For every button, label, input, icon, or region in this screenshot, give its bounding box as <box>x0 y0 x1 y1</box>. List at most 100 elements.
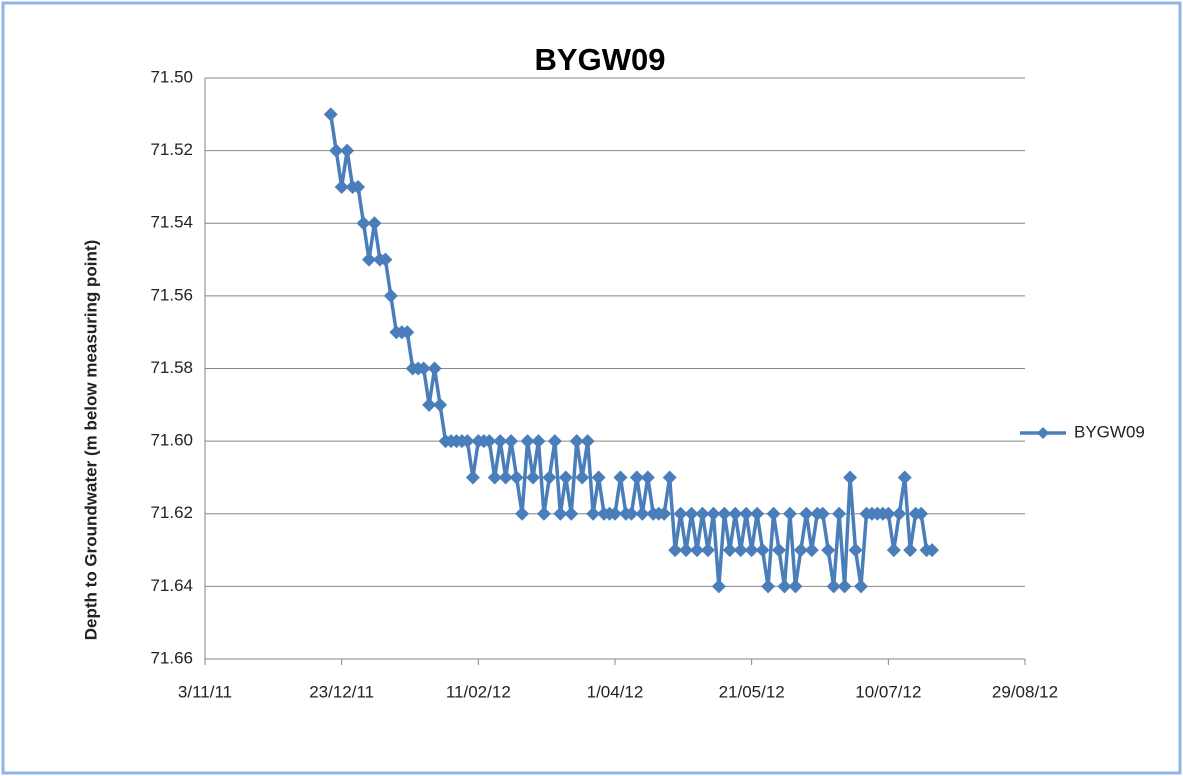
marker <box>624 506 639 521</box>
marker <box>843 470 858 485</box>
marker <box>832 506 847 521</box>
marker <box>427 361 442 376</box>
marker <box>772 543 786 558</box>
marker <box>777 579 792 594</box>
y-tick-label: 71.60 <box>150 431 193 450</box>
marker <box>422 397 437 412</box>
marker <box>400 325 415 340</box>
marker <box>416 361 431 376</box>
marker <box>460 434 475 449</box>
marker <box>657 506 672 521</box>
marker <box>575 470 590 485</box>
marker <box>886 543 901 558</box>
marker <box>744 543 759 558</box>
marker <box>487 470 502 485</box>
marker <box>362 252 376 267</box>
marker <box>383 288 398 303</box>
marker <box>564 506 579 521</box>
marker <box>739 506 754 521</box>
y-axis-label: Depth to Groundwater (m below measuring … <box>81 240 100 640</box>
marker <box>673 506 688 521</box>
x-tick-label: 29/08/12 <box>992 682 1058 701</box>
marker <box>629 470 644 485</box>
marker <box>717 506 732 521</box>
x-tick-label: 11/02/12 <box>446 682 511 701</box>
marker <box>837 579 852 594</box>
marker <box>580 434 595 449</box>
marker <box>526 470 540 485</box>
marker <box>826 579 841 594</box>
marker <box>679 543 694 558</box>
y-tick-label: 71.56 <box>150 285 193 304</box>
marker <box>553 506 568 521</box>
x-tick-label: 23/12/11 <box>309 682 374 701</box>
marker <box>351 179 366 194</box>
marker <box>848 543 863 558</box>
y-tick-label: 71.52 <box>150 140 193 159</box>
marker <box>755 543 770 558</box>
marker <box>706 506 721 521</box>
marker <box>504 434 519 449</box>
marker <box>608 506 622 521</box>
marker <box>854 579 868 594</box>
marker <box>903 543 918 558</box>
marker <box>914 506 929 521</box>
x-tick-label: 1/04/12 <box>587 682 644 701</box>
y-tick-label: 71.62 <box>150 503 193 522</box>
marker <box>334 179 349 194</box>
y-tick-label: 71.58 <box>150 358 193 377</box>
marker <box>700 543 715 558</box>
marker <box>536 506 551 521</box>
chart-title: BYGW09 <box>535 42 666 77</box>
legend-marker <box>1037 427 1049 439</box>
marker <box>750 506 765 521</box>
marker <box>662 470 677 485</box>
marker <box>925 543 940 558</box>
marker <box>323 107 338 122</box>
marker <box>761 579 776 594</box>
x-tick-label: 3/11/11 <box>178 682 232 701</box>
marker <box>881 506 896 521</box>
marker <box>722 543 737 558</box>
marker <box>482 434 497 449</box>
marker <box>591 470 606 485</box>
marker <box>329 143 344 158</box>
marker <box>684 506 699 521</box>
marker <box>711 579 726 594</box>
marker <box>558 470 573 485</box>
marker <box>793 543 808 558</box>
marker <box>378 252 393 267</box>
legend-label: BYGW09 <box>1074 422 1145 441</box>
marker <box>804 543 819 558</box>
marker <box>821 543 836 558</box>
marker <box>892 506 907 521</box>
marker <box>433 397 448 412</box>
marker <box>493 434 508 449</box>
marker <box>498 470 513 485</box>
y-tick-label: 71.54 <box>150 213 193 232</box>
y-tick-label: 71.50 <box>150 67 193 86</box>
marker <box>515 506 530 521</box>
marker <box>635 506 650 521</box>
marker <box>542 470 557 485</box>
marker <box>733 543 748 558</box>
marker <box>465 470 480 485</box>
marker <box>367 216 382 231</box>
marker <box>586 506 601 521</box>
marker <box>340 143 355 158</box>
marker <box>509 470 524 485</box>
marker <box>569 434 584 449</box>
x-tick-label: 10/07/12 <box>855 682 921 701</box>
y-tick-label: 71.64 <box>150 576 193 595</box>
marker <box>782 506 797 521</box>
y-tick-label: 71.66 <box>150 648 193 667</box>
marker <box>356 216 371 231</box>
x-tick-label: 21/05/12 <box>719 682 785 701</box>
marker <box>815 506 830 521</box>
marker <box>799 506 814 521</box>
marker <box>531 434 546 449</box>
marker <box>788 579 803 594</box>
marker <box>547 434 562 449</box>
